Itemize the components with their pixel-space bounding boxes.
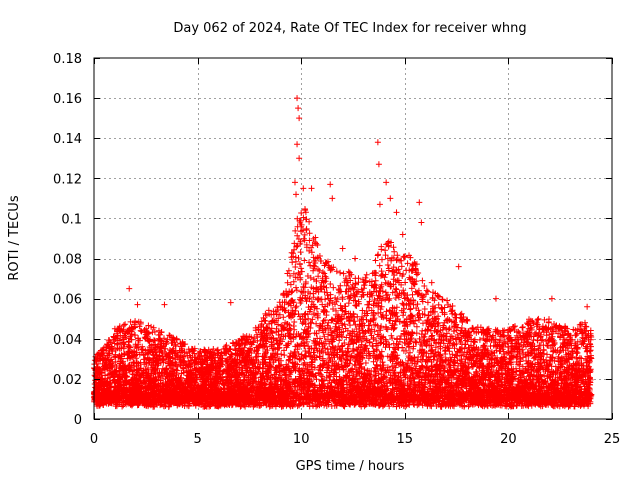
x-tick-label: 0: [90, 432, 98, 447]
plot-frame: [93, 57, 613, 420]
y-tick-label: 0.14: [53, 132, 82, 147]
peak-point: [291, 179, 298, 186]
peak-point: [327, 181, 334, 188]
peak-point: [296, 155, 303, 162]
peak-point: [352, 255, 359, 262]
x-tick-label: 25: [604, 432, 621, 447]
y-axis-label: ROTI / TECUs: [7, 195, 22, 280]
peak-point: [126, 285, 133, 292]
peak-point: [227, 299, 234, 306]
peak-point: [374, 139, 381, 146]
peak-point: [375, 161, 382, 168]
peak-point: [339, 245, 346, 252]
peak-point: [134, 301, 141, 308]
x-tick-labels: 0 5 10 15 20 25: [90, 432, 620, 447]
y-tick-label: 0.08: [53, 253, 82, 268]
peak-point: [492, 295, 499, 302]
y-tick-label: 0: [74, 413, 82, 428]
peak-point: [329, 195, 336, 202]
peak-point: [300, 185, 307, 192]
peak-point: [294, 141, 301, 148]
axis-ticks: [94, 58, 613, 420]
peak-point: [294, 95, 301, 102]
y-tick-label: 0.1: [61, 212, 82, 227]
y-tick-label: 0.16: [53, 92, 82, 107]
peak-point: [584, 303, 591, 310]
peak-point: [387, 195, 394, 202]
peak-point: [418, 219, 425, 226]
y-tick-label: 0.06: [53, 293, 82, 308]
peak-point: [455, 263, 462, 270]
peak-point: [548, 295, 555, 302]
peak-point: [399, 231, 406, 238]
data-points: [91, 95, 595, 410]
peak-point: [428, 279, 435, 286]
y-tick-label: 0.02: [53, 373, 82, 388]
x-tick-label: 20: [500, 432, 517, 447]
peak-point: [383, 179, 390, 186]
x-tick-label: 15: [397, 432, 414, 447]
peak-point: [416, 199, 423, 206]
x-tick-label: 10: [293, 432, 310, 447]
peak-point: [393, 209, 400, 216]
x-axis-label: GPS time / hours: [296, 459, 405, 474]
x-tick-label: 5: [193, 432, 201, 447]
peak-point: [308, 185, 315, 192]
y-tick-label: 0.12: [53, 172, 82, 187]
peak-point: [295, 105, 302, 112]
peak-point: [376, 201, 383, 208]
y-tick-label: 0.04: [53, 333, 82, 348]
chart-title: Day 062 of 2024, Rate Of TEC Index for r…: [173, 21, 526, 36]
scatter-markers: [91, 206, 595, 410]
peak-point: [161, 301, 168, 308]
y-tick-label: 0.18: [53, 52, 82, 67]
peak-point: [293, 191, 300, 198]
peak-point: [296, 115, 303, 122]
y-tick-labels: 0 0.02 0.04 0.06 0.08 0.1 0.12 0.14 0.16 0.18: [53, 52, 82, 428]
